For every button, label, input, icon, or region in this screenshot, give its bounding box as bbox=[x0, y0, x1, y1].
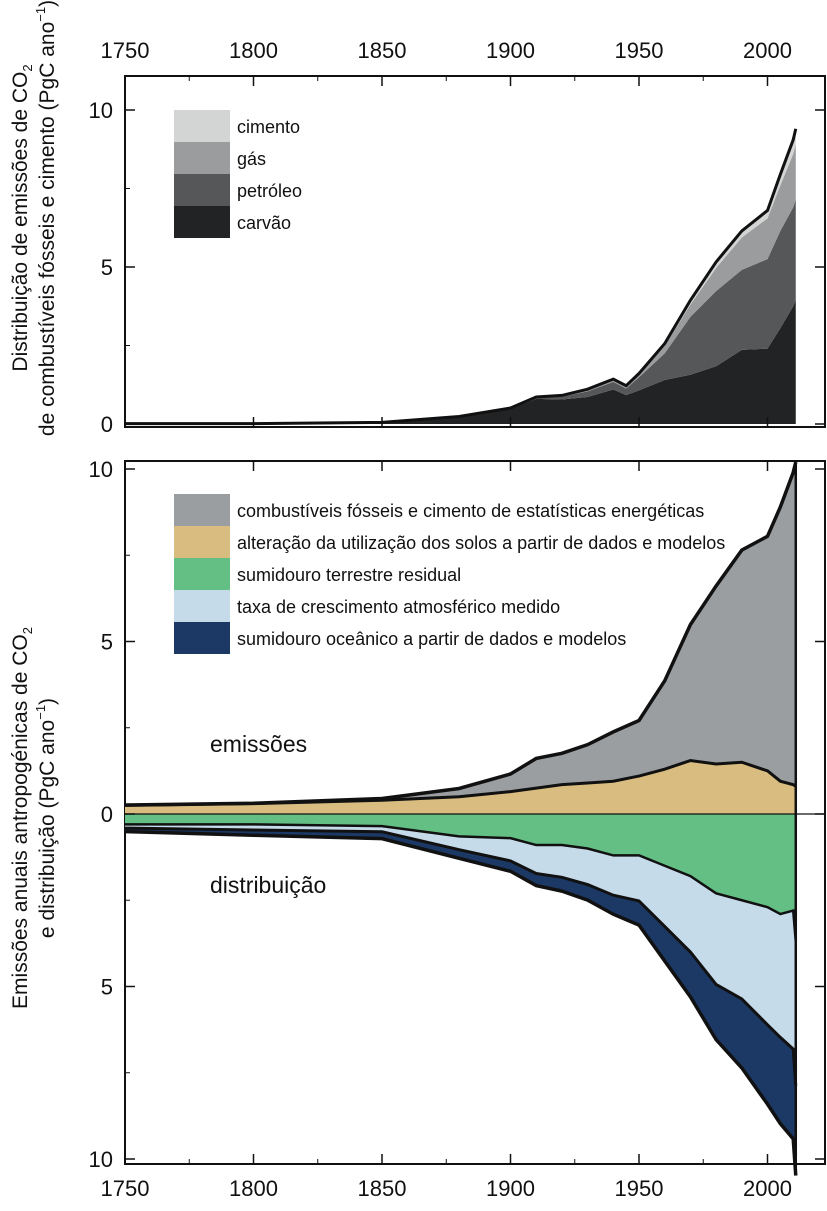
legend-swatch bbox=[174, 142, 230, 174]
x-tick-label: 2000 bbox=[743, 1176, 792, 1201]
legend-label: carvão bbox=[237, 213, 291, 233]
x-tick-label: 1800 bbox=[229, 38, 278, 63]
total-emissions-line bbox=[124, 461, 798, 807]
y-axis-label-text: Distribuição de emissões de CO bbox=[9, 72, 32, 372]
legend-swatch bbox=[174, 622, 230, 654]
legend-swatch bbox=[174, 494, 230, 526]
annotation-partition: distribuição bbox=[210, 872, 326, 898]
area-ocean-sink bbox=[125, 828, 796, 1176]
x-tick-label: 1800 bbox=[229, 1176, 278, 1201]
area-land-use-emissions bbox=[125, 760, 796, 814]
plot-frame bbox=[124, 75, 826, 428]
y-axis-label-subscript: 2 bbox=[20, 64, 35, 71]
y-axis-label-line2: de combustíveis fósseis e cimento (PgC a… bbox=[33, 0, 59, 436]
legend-label: taxa de crescimento atmosférico medido bbox=[237, 597, 560, 617]
y-axis-label-text: Emissões anuais antropogénicas de CO bbox=[9, 634, 32, 1009]
legend-label: combustíveis fósseis e cimento de estatí… bbox=[237, 501, 704, 521]
y-axis-label-subscript: 2 bbox=[20, 627, 35, 634]
y-tick-label: 5 bbox=[101, 630, 113, 655]
area-series-0 bbox=[125, 299, 796, 424]
legend-swatch bbox=[174, 590, 230, 622]
legend-swatch bbox=[174, 558, 230, 590]
y-axis-label-superscript: −1 bbox=[33, 705, 48, 720]
y-tick-label: 0 bbox=[101, 412, 113, 437]
x-tick-label: 2000 bbox=[743, 38, 792, 63]
ocean-sink-line bbox=[124, 829, 798, 1176]
y-axis-label-text: e distribuição (PgC ano bbox=[36, 720, 59, 938]
y-axis-label-line1: Emissões anuais antropogénicas de CO2 bbox=[9, 627, 35, 1009]
x-tick-label: 1750 bbox=[101, 1176, 150, 1201]
y-axis-label-superscript: −1 bbox=[33, 7, 48, 22]
y-axis-label-text: de combustíveis fósseis e cimento (PgC a… bbox=[36, 22, 59, 436]
y-axis-label-line2: e distribuição (PgC ano−1) bbox=[33, 698, 59, 938]
x-tick-label: 1850 bbox=[358, 38, 407, 63]
y-axis-label-text: ) bbox=[36, 0, 59, 7]
panel-emissions-partition: 1750 1800 1850 1900 1950 2000 0 5 10 5 10 combustív… bbox=[9, 457, 826, 1201]
panel-fossil-emissions: 1750 1800 1850 1900 1950 2000 0 5 10 cimento gás pe… bbox=[9, 0, 826, 437]
x-tick-label: 1750 bbox=[101, 38, 150, 63]
legend-swatch bbox=[174, 526, 230, 558]
y-tick-label: 5 bbox=[101, 255, 113, 280]
legend-label: sumidouro terrestre residual bbox=[237, 565, 461, 585]
x-tick-label: 1850 bbox=[358, 1176, 407, 1201]
y-tick-label: 10 bbox=[89, 1147, 113, 1172]
legend-label: sumidouro oceânico a partir de dados e m… bbox=[237, 629, 626, 649]
land-sink-line bbox=[125, 823, 798, 942]
y-tick-label: 10 bbox=[89, 457, 113, 482]
legend-label: gás bbox=[237, 149, 266, 169]
atmospheric-line bbox=[124, 826, 798, 1086]
x-tick-label: 1900 bbox=[486, 1176, 535, 1201]
legend-label: alteração da utilização dos solos a part… bbox=[237, 533, 725, 553]
legend-label: cimento bbox=[237, 117, 300, 137]
x-tick-label: 1900 bbox=[486, 38, 535, 63]
land-use-line bbox=[124, 758, 797, 807]
y-tick-label: 5 bbox=[101, 975, 113, 1000]
legend-swatch bbox=[174, 174, 230, 206]
legend-swatch bbox=[174, 110, 230, 142]
area-land-sink bbox=[125, 814, 796, 942]
area-atmospheric-growth bbox=[125, 824, 796, 1086]
x-tick-label: 1950 bbox=[615, 1176, 664, 1201]
y-axis-label-text: ) bbox=[36, 698, 59, 705]
total-emissions-line bbox=[125, 128, 798, 426]
legend-swatch bbox=[174, 206, 230, 238]
x-tick-label: 1950 bbox=[615, 38, 664, 63]
y-tick-label: 10 bbox=[89, 98, 113, 123]
y-axis-label-line1: Distribuição de emissões de CO2 bbox=[9, 64, 35, 371]
y-tick-label: 0 bbox=[101, 802, 113, 827]
annotation-emissions: emissões bbox=[210, 731, 307, 757]
legend-label: petróleo bbox=[237, 181, 302, 201]
